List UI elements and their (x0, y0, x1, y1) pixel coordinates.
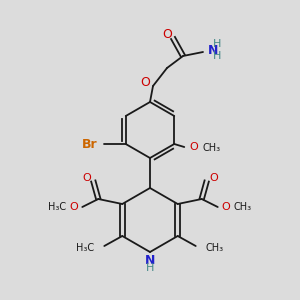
Text: O: O (162, 28, 172, 41)
Text: H: H (213, 51, 221, 61)
Text: O: O (82, 173, 91, 183)
Text: O: O (70, 202, 78, 212)
Text: O: O (222, 202, 230, 212)
Text: N: N (208, 44, 218, 56)
Text: O: O (189, 142, 198, 152)
Text: H₃C: H₃C (48, 202, 66, 212)
Text: N: N (145, 254, 155, 266)
Text: H: H (146, 263, 154, 273)
Text: O: O (140, 76, 150, 88)
Text: O: O (209, 173, 218, 183)
Text: H: H (213, 39, 221, 49)
Text: CH₃: CH₃ (202, 143, 220, 153)
Text: H₃C: H₃C (76, 243, 94, 253)
Text: CH₃: CH₃ (234, 202, 252, 212)
Text: CH₃: CH₃ (206, 243, 224, 253)
Text: Br: Br (82, 137, 98, 151)
